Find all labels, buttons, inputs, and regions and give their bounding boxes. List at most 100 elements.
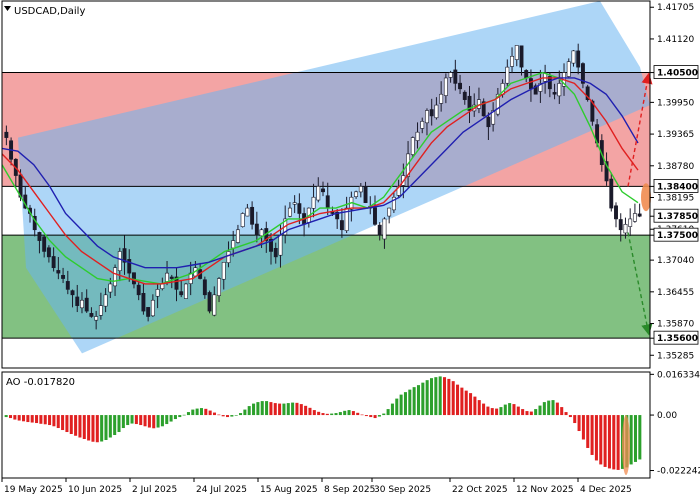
candle-body <box>297 203 302 214</box>
candle-body <box>339 220 344 231</box>
candle-body <box>4 131 9 138</box>
x-tick-label: 30 Sep 2025 <box>374 485 431 495</box>
ao-bar <box>451 381 455 416</box>
candle-body <box>491 110 496 125</box>
candle-body <box>524 70 529 79</box>
ao-bar <box>56 415 60 429</box>
ao-bar <box>121 415 125 429</box>
ao-bar <box>317 411 321 416</box>
ao-bar <box>512 404 516 416</box>
candle-body <box>311 196 316 209</box>
candle-body <box>155 289 160 297</box>
candle-body <box>108 283 113 293</box>
candle-body <box>150 299 155 317</box>
candle-body <box>425 110 429 124</box>
candle-body <box>576 50 581 68</box>
ao-indicator-panel <box>1 371 651 479</box>
ao-bar <box>564 412 568 416</box>
candle-body <box>231 240 236 249</box>
chevron-down-icon[interactable] <box>4 6 11 11</box>
ao-bar <box>338 412 342 416</box>
candle-body <box>538 83 543 92</box>
candle-body <box>259 229 264 237</box>
ao-bar <box>234 415 238 416</box>
candle-body <box>165 272 169 282</box>
candle-body <box>354 191 359 197</box>
candle-body <box>462 91 467 100</box>
ao-bar <box>173 415 177 420</box>
trend-channel <box>18 1 650 354</box>
ao-bar <box>638 415 642 460</box>
candle-body <box>70 290 75 296</box>
candle-body <box>580 63 585 84</box>
ao-bar <box>48 415 52 426</box>
candle-body <box>169 276 174 279</box>
candle-body <box>557 83 562 97</box>
x-tick-label: 2 Jul 2025 <box>132 485 177 495</box>
ao-bar <box>469 393 473 416</box>
candle-body <box>618 219 623 231</box>
candle-body <box>80 299 84 309</box>
ao-bar <box>586 415 590 448</box>
candle-body <box>519 45 524 68</box>
ao-bar <box>65 415 69 433</box>
y-tick-label: 1.41705 <box>657 3 694 13</box>
y-tick-label: 1.37500 <box>657 231 698 241</box>
candle-body <box>84 297 89 312</box>
candle-body <box>382 218 387 240</box>
ao-bar <box>265 401 269 416</box>
ao-bar <box>542 402 546 416</box>
ao-bar <box>243 409 247 416</box>
candle-body <box>358 186 363 193</box>
ao-bar <box>4 415 8 418</box>
ao-bar <box>408 389 412 416</box>
ao-bar <box>364 415 368 417</box>
ao-bar <box>52 415 56 427</box>
ao-bars <box>4 376 642 470</box>
y-tick-label: 1.39365 <box>657 130 694 140</box>
candle-body <box>273 248 278 258</box>
ao-bar <box>551 400 555 416</box>
candle-body <box>113 267 118 287</box>
ao-bar <box>95 415 99 443</box>
candle-body <box>571 50 576 64</box>
ao-bar <box>590 415 594 455</box>
ao-bar <box>347 410 351 416</box>
ao-bar <box>482 403 486 416</box>
ao-bar <box>412 387 416 416</box>
ao-bar <box>594 415 598 461</box>
moving-average-line <box>1 77 639 269</box>
ao-bar <box>308 407 312 416</box>
candle-body <box>37 232 42 241</box>
candle-body <box>543 72 548 82</box>
candle-body <box>94 316 99 321</box>
candle-body <box>122 248 127 263</box>
ao-bar <box>325 413 329 416</box>
candle-body <box>226 251 231 263</box>
candle-body <box>528 78 533 90</box>
candle-body <box>429 109 434 117</box>
candle-body <box>117 251 122 272</box>
ao-bar <box>22 415 26 422</box>
ao-bar <box>178 415 182 418</box>
candle-body <box>373 207 377 225</box>
ao-bar <box>182 414 186 416</box>
ao-bar <box>108 415 112 438</box>
ao-bar <box>134 415 138 425</box>
ao-bar <box>260 401 264 416</box>
x-tick-label: 22 Oct 2025 <box>452 485 508 495</box>
x-tick-label: 10 Jun 2025 <box>68 485 122 495</box>
ao-bar <box>443 377 447 416</box>
candle-body <box>212 294 217 316</box>
candle-body <box>316 186 321 201</box>
candle-body <box>533 85 538 95</box>
ao-bar <box>334 413 338 416</box>
candle-body <box>250 206 255 225</box>
ao-bar <box>495 408 499 416</box>
candle-body <box>221 261 226 280</box>
candle-body <box>609 178 614 209</box>
ao-bar <box>434 377 438 416</box>
ao-bar <box>169 415 173 422</box>
x-tick-label: 19 May 2025 <box>4 485 63 495</box>
ao-bar <box>343 410 347 416</box>
